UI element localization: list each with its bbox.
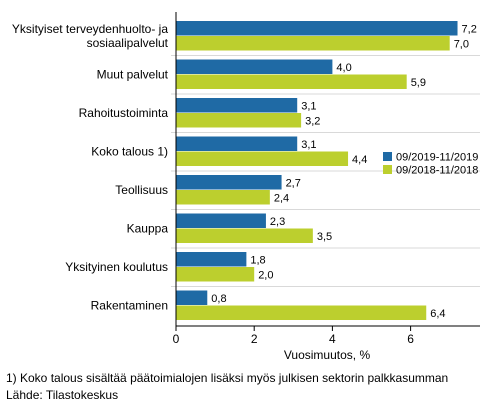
category-label-line: Yksityinen koulutus: [65, 260, 168, 274]
legend-swatch: [383, 152, 392, 161]
bar: [176, 213, 266, 228]
data-label: 2,3: [270, 216, 285, 228]
bar: [176, 21, 458, 36]
category-label: Kauppa: [127, 222, 169, 236]
bar: [176, 113, 302, 128]
x-tick-label: 6: [407, 332, 414, 346]
bar: [176, 175, 282, 190]
data-label: 7,0: [454, 39, 469, 51]
bar: [176, 228, 313, 243]
category-label: Koko talous 1): [91, 145, 168, 159]
data-label: 7,2: [462, 24, 477, 36]
category-label-line: sosiaalipalvelut: [87, 36, 169, 50]
bar: [176, 98, 298, 113]
data-label: 0,8: [211, 293, 226, 305]
data-label: 2,7: [286, 178, 301, 190]
data-label: 2,0: [258, 270, 273, 282]
bar: [176, 290, 208, 305]
data-label: 2,4: [274, 193, 289, 205]
footnote: 1) Koko talous sisältää päätoimialojen l…: [6, 371, 449, 385]
category-label-line: Kauppa: [127, 222, 169, 236]
data-label: 6,4: [430, 308, 445, 320]
x-axis: 0 2 4 6 Vuosimuutos, %: [173, 12, 480, 362]
x-tick-label: 0: [173, 332, 180, 346]
value-labels: 7,2 7,0 4,0 5,9 3,1 3,2 3,1 4,4 2,7 2,4 2,3 3,5 1,8 2…: [211, 24, 477, 321]
data-label: 1,8: [250, 255, 265, 267]
data-label: 3,5: [317, 231, 332, 243]
bar: [176, 190, 270, 205]
data-label: 3,2: [305, 116, 320, 128]
category-label: Yksityiset terveydenhuolto- ja sosiaalipa…: [12, 22, 169, 50]
data-label: 4,0: [336, 62, 351, 74]
bar: [176, 267, 255, 282]
category-label-line: Rahoitustoiminta: [79, 106, 169, 120]
data-label: 4,4: [352, 154, 367, 166]
category-labels: Yksityiset terveydenhuolto- ja sosiaalipa…: [12, 22, 169, 313]
grid-lines: [171, 55, 480, 287]
bar: [176, 74, 407, 89]
x-tick-label: 4: [329, 332, 336, 346]
category-label-line: Muut palvelut: [97, 68, 169, 82]
category-label: Teollisuus: [115, 183, 168, 197]
bar: [176, 59, 333, 74]
x-axis-title: Vuosimuutos, %: [284, 348, 371, 362]
category-label: Yksityinen koulutus: [65, 260, 168, 274]
category-label: Rakentaminen: [91, 299, 168, 313]
legend-label: 09/2019-11/2019: [396, 152, 478, 164]
data-label: 3,1: [301, 101, 316, 113]
category-label-line: Yksityiset terveydenhuolto- ja: [12, 22, 168, 36]
bar: [176, 305, 427, 320]
category-label-line: Rakentaminen: [91, 299, 168, 313]
source-note: Lähde: Tilastokeskus: [6, 388, 119, 402]
category-label-line: Teollisuus: [115, 183, 168, 197]
data-label: 3,1: [301, 139, 316, 151]
bar: [176, 151, 349, 166]
data-label: 5,9: [411, 77, 426, 89]
bar: [176, 252, 247, 267]
category-label-line: Koko talous 1): [91, 145, 168, 159]
bar: [176, 136, 298, 151]
legend-swatch: [383, 165, 392, 174]
bar: [176, 36, 450, 51]
category-label: Rahoitustoiminta: [79, 106, 169, 120]
category-label: Muut palvelut: [97, 68, 169, 82]
bars-group: [176, 21, 458, 320]
x-tick-label: 2: [251, 332, 258, 346]
legend-label: 09/2018-11/2018: [396, 165, 478, 177]
